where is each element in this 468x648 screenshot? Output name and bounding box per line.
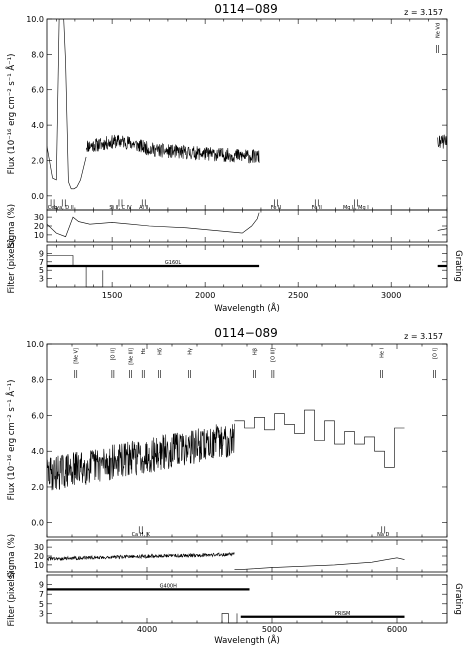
feature-label: Lya, D II <box>54 205 74 211</box>
feature-label: Ca H, K <box>132 532 151 538</box>
top-figure: 0114−089 z = 3.157 Flux (10⁻¹⁶ erg cm⁻² … <box>5 2 463 314</box>
x-tick-label: 2500 <box>288 291 308 300</box>
top-chart-content: 1500 2000 2500 30000.02.04.06.08.010.010203… <box>26 15 448 300</box>
flux-y-tick-label: 0.0 <box>31 519 44 528</box>
feature-label: [Ne V] <box>74 348 80 364</box>
sigma-y-tick-label: 30 <box>34 543 44 552</box>
x-tick-label: 5000 <box>262 625 282 634</box>
filter-y-tick-label: 3 <box>39 275 44 284</box>
flux-series-0 <box>47 19 87 190</box>
x-tick-label: 6000 <box>387 625 407 634</box>
flux-series-0 <box>47 423 235 491</box>
top-sigma-frame <box>46 209 448 243</box>
sigma-y-tick-label: 10 <box>34 231 44 240</box>
feature-label: Na D <box>377 532 389 538</box>
bottom-figure: 0114−089 z = 3.157 Flux (10⁻¹⁶ erg cm⁻² … <box>5 326 463 646</box>
flux-series-1 <box>85 134 260 164</box>
flux-y-tick-label: 2.0 <box>31 156 44 165</box>
bottom-filter-ylabel: Filter (pixels) <box>7 572 17 627</box>
top-grating-label: Grating <box>453 250 463 282</box>
bottom-title: 0114−089 <box>214 326 278 340</box>
flux-y-tick-label: 2.0 <box>31 483 44 492</box>
flux-series-1 <box>234 409 405 468</box>
bottom-redshift-label: z = 3.157 <box>404 332 443 341</box>
bottom-xlabel: Wavelength (Å) <box>214 634 280 646</box>
flux-series-group <box>47 19 447 190</box>
feature-label: Ceo <box>48 205 58 211</box>
sigma-series-1 <box>437 228 448 231</box>
feature-label: [O II] <box>111 348 117 360</box>
bottom-sigma-frame <box>46 539 448 573</box>
flux-y-tick-label: 10.0 <box>26 340 44 349</box>
bottom-flux-frame <box>46 343 448 538</box>
top-title: 0114−089 <box>214 2 278 16</box>
sigma-series-0 <box>46 552 235 562</box>
top-flux-frame <box>46 18 448 211</box>
flux-series-2 <box>437 134 447 149</box>
sigma-y-tick-label: 30 <box>34 213 44 222</box>
feature-label: Si II, C IV <box>109 205 132 211</box>
grating-bar-label: G160L <box>165 260 181 266</box>
filter-y-tick-label: 7 <box>39 258 44 267</box>
flux-y-tick-label: 8.0 <box>31 50 44 59</box>
sigma-y-tick-label: 10 <box>34 561 44 570</box>
feature-label: Fe II <box>271 205 281 211</box>
sigma-y-tick-label: 20 <box>34 222 44 231</box>
filter-y-tick-label: 7 <box>39 590 44 599</box>
feature-label: [O I] <box>432 348 438 359</box>
top-filter-ylabel: Filter (pixels) <box>7 239 17 294</box>
top-sigma-ylabel: Sigma (%) <box>7 204 17 248</box>
filter-y-tick-label: 9 <box>39 249 44 258</box>
sigma-y-tick-label: 20 <box>34 552 44 561</box>
grating-bar-label: G400H <box>160 583 177 589</box>
filter-y-tick-label: 3 <box>39 609 44 618</box>
feature-label: Hγ <box>187 348 193 355</box>
flux-y-tick-label: 8.0 <box>31 376 44 385</box>
feature-label: Al II <box>139 205 148 211</box>
top-flux-ylabel: Flux (10⁻¹⁶ erg cm⁻² s⁻¹ Å⁻¹) <box>5 54 17 175</box>
filter-y-tick-label: 5 <box>39 600 44 609</box>
feature-label: Hβ <box>252 348 258 355</box>
filter-y-tick-label: 5 <box>39 266 44 275</box>
x-tick-label: 3000 <box>381 291 401 300</box>
flux-series-group <box>47 409 405 491</box>
grating-bar-label: PRISM <box>335 611 350 617</box>
feature-label: Ne Vd <box>436 23 442 38</box>
filter-step-line <box>47 255 104 288</box>
feature-label: Hε <box>141 348 147 355</box>
sigma-series-0 <box>46 212 260 238</box>
flux-y-tick-label: 10.0 <box>26 15 44 24</box>
sigma-series-1 <box>234 557 405 570</box>
bottom-flux-ylabel: Flux (10⁻¹⁶ erg cm⁻² s⁻¹ Å⁻¹) <box>5 380 17 501</box>
top-xlabel: Wavelength (Å) <box>214 302 280 314</box>
flux-y-tick-label: 4.0 <box>31 121 44 130</box>
feature-label: Hδ <box>157 348 163 355</box>
feature-label: He I <box>379 348 385 358</box>
feature-label: Fe II <box>312 205 322 211</box>
x-tick-label: 1500 <box>102 291 122 300</box>
filter-step-line <box>221 613 238 624</box>
flux-y-tick-label: 6.0 <box>31 86 44 95</box>
top-redshift-label: z = 3.157 <box>404 8 443 17</box>
feature-label: [O III] <box>271 348 277 362</box>
bottom-grating-label: Grating <box>453 583 463 615</box>
flux-y-tick-label: 6.0 <box>31 411 44 420</box>
filter-y-tick-label: 9 <box>39 581 44 590</box>
bottom-sigma-ylabel: Sigma (%) <box>7 534 17 578</box>
flux-y-tick-label: 0.0 <box>31 192 44 201</box>
flux-y-tick-label: 4.0 <box>31 447 44 456</box>
x-tick-label: 2000 <box>195 291 215 300</box>
feature-label: [Ne III] <box>128 348 134 365</box>
feature-label: Mg II, Mg I <box>343 205 369 211</box>
x-tick-label: 4000 <box>137 625 157 634</box>
